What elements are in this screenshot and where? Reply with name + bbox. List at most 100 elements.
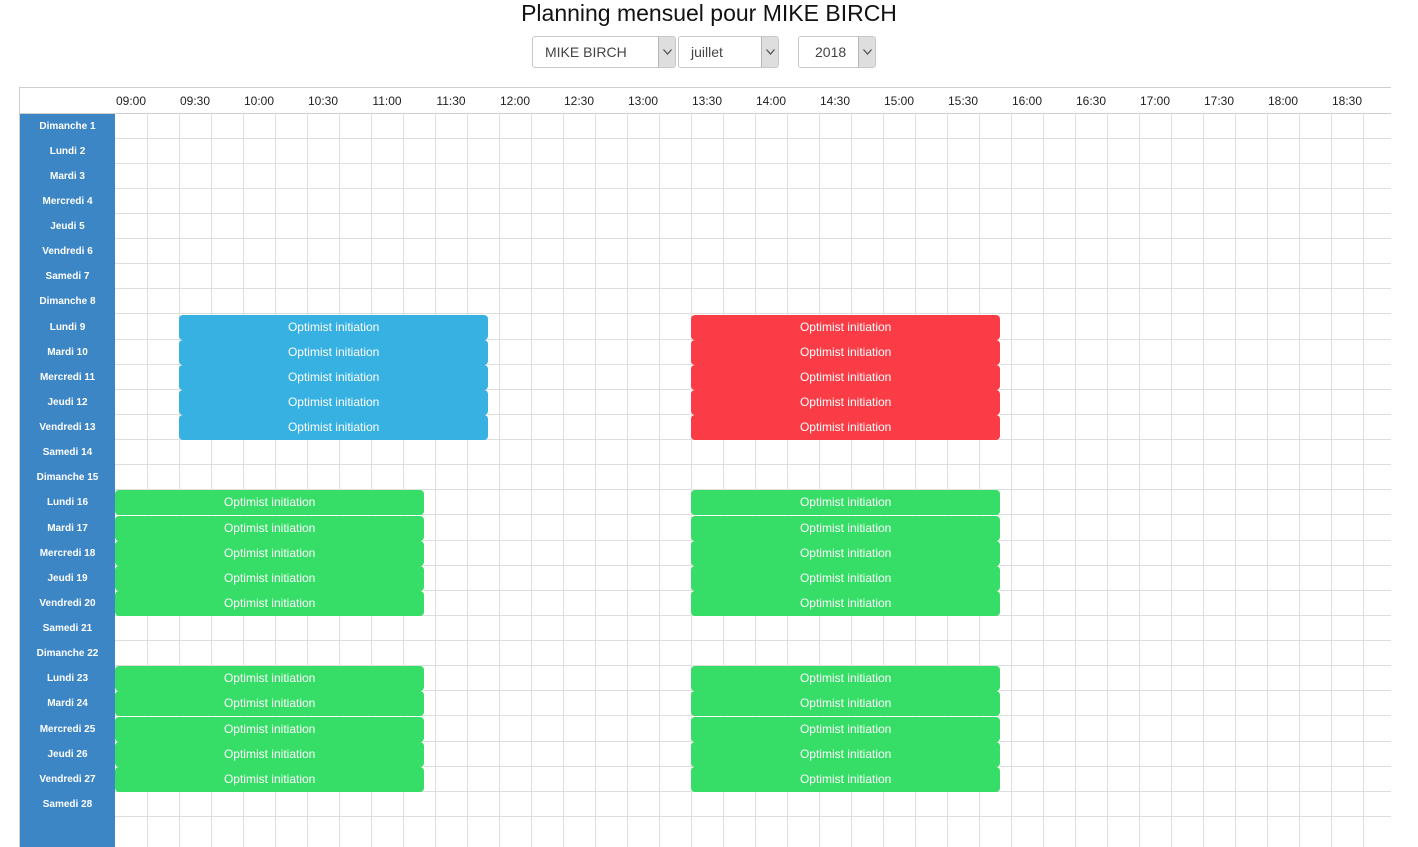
time-label: 11:00 <box>372 94 402 108</box>
event-block[interactable]: Optimist initiation <box>115 541 425 566</box>
time-label: 10:00 <box>243 94 275 108</box>
event-block[interactable]: Optimist initiation <box>179 390 489 415</box>
event-block[interactable]: Optimist initiation <box>115 490 425 515</box>
day-label: Mercredi 4 <box>42 196 93 207</box>
grid-line <box>1075 114 1076 847</box>
grid-line <box>691 114 692 847</box>
chevron-down-icon <box>858 37 875 67</box>
event-block[interactable]: Optimist initiation <box>691 490 1001 515</box>
time-label: 18:00 <box>1267 94 1299 108</box>
event-block[interactable]: Optimist initiation <box>691 415 1001 440</box>
event-block[interactable]: Optimist initiation <box>691 516 1001 541</box>
month-select[interactable]: juillet <box>678 36 779 68</box>
day-label: Mardi 10 <box>47 347 88 358</box>
event-block[interactable]: Optimist initiation <box>691 691 1001 716</box>
grid-line <box>1171 114 1172 847</box>
grid-line <box>115 238 1391 239</box>
grid-line <box>1331 114 1332 847</box>
day-label: Dimanche 1 <box>39 121 96 132</box>
grid-line <box>307 114 308 847</box>
grid-line <box>115 263 1391 264</box>
day-label: Jeudi 26 <box>47 749 88 760</box>
event-block[interactable]: Optimist initiation <box>115 666 425 691</box>
grid-line <box>115 288 1391 289</box>
event-block[interactable]: Optimist initiation <box>691 315 1001 340</box>
event-block[interactable]: Optimist initiation <box>691 390 1001 415</box>
grid-line <box>947 114 948 847</box>
instructor-select-value: MIKE BIRCH <box>545 44 627 60</box>
grid-line <box>883 114 884 847</box>
grid-line <box>115 665 1391 666</box>
time-label: 12:30 <box>563 94 595 108</box>
event-block[interactable]: Optimist initiation <box>115 767 425 792</box>
grid-line <box>627 114 628 847</box>
event-block[interactable]: Optimist initiation <box>115 717 425 742</box>
event-block[interactable]: Optimist initiation <box>115 691 425 716</box>
time-label: 18:30 <box>1331 94 1363 108</box>
grid-line <box>1139 114 1140 847</box>
day-label: Mardi 3 <box>49 171 85 182</box>
time-header-row: 09:00 09:30 10:00 10:30 11:00 11:30 12:00 12:30… <box>20 88 1391 114</box>
event-block[interactable]: Optimist initiation <box>691 717 1001 742</box>
page-title: Planning mensuel pour MIKE BIRCH <box>521 0 897 26</box>
day-label: Dimanche 22 <box>36 648 99 659</box>
grid-line <box>179 114 180 847</box>
grid-line <box>115 489 1391 490</box>
event-block[interactable]: Optimist initiation <box>691 666 1001 691</box>
grid-line <box>115 816 1391 817</box>
event-block[interactable]: Optimist initiation <box>115 742 425 767</box>
event-block[interactable]: Optimist initiation <box>691 365 1001 390</box>
day-label: Samedi 14 <box>42 447 93 458</box>
grid-line <box>115 464 1391 465</box>
event-block[interactable]: Optimist initiation <box>115 591 425 616</box>
grid-line <box>595 114 596 847</box>
day-label: Jeudi 5 <box>50 221 85 232</box>
event-block[interactable]: Optimist initiation <box>691 541 1001 566</box>
chevron-down-icon <box>658 37 675 67</box>
grid-line <box>115 163 1391 164</box>
grid-line <box>147 114 148 847</box>
grid-line <box>979 114 980 847</box>
grid-line <box>115 313 1391 314</box>
event-block[interactable]: Optimist initiation <box>115 566 425 591</box>
grid-line <box>563 114 564 847</box>
event-block[interactable]: Optimist initiation <box>179 365 489 390</box>
day-label: Lundi 23 <box>46 673 89 684</box>
time-label: 11:30 <box>436 94 466 108</box>
event-block[interactable]: Optimist initiation <box>691 742 1001 767</box>
day-label: Vendredi 27 <box>39 774 96 785</box>
event-block[interactable]: Optimist initiation <box>691 591 1001 616</box>
day-label: Samedi 28 <box>42 799 93 810</box>
event-block[interactable]: Optimist initiation <box>179 415 489 440</box>
grid-line <box>275 114 276 847</box>
time-label: 14:00 <box>755 94 787 108</box>
instructor-select[interactable]: MIKE BIRCH <box>532 36 676 68</box>
event-block[interactable]: Optimist initiation <box>691 340 1001 365</box>
grid-line <box>787 114 788 847</box>
grid-line <box>115 640 1391 641</box>
day-label: Mercredi 11 <box>39 372 96 383</box>
year-select-value: 2018 <box>815 44 847 60</box>
event-block[interactable]: Optimist initiation <box>691 767 1001 792</box>
grid-line <box>1299 114 1300 847</box>
grid-line <box>659 114 660 847</box>
grid-line <box>1267 114 1268 847</box>
grid-line <box>115 138 1391 139</box>
event-block[interactable]: Optimist initiation <box>179 340 489 365</box>
year-select[interactable]: 2018 <box>798 36 876 68</box>
grid-line <box>1203 114 1204 847</box>
time-label: 16:30 <box>1075 94 1107 108</box>
grid-line <box>1363 114 1364 847</box>
time-label: 12:00 <box>499 94 531 108</box>
grid-line <box>723 114 724 847</box>
grid-line <box>1011 114 1012 847</box>
event-block[interactable]: Optimist initiation <box>179 315 489 340</box>
time-label: 13:30 <box>691 94 723 108</box>
time-label: 17:00 <box>1139 94 1171 108</box>
event-block[interactable]: Optimist initiation <box>115 516 425 541</box>
month-schedule-grid: 09:00 09:30 10:00 10:30 11:00 11:30 12:00 12:30… <box>19 87 1391 847</box>
day-label: Jeudi 19 <box>47 573 88 584</box>
grid-line <box>115 213 1391 214</box>
event-block[interactable]: Optimist initiation <box>691 566 1001 591</box>
grid-line <box>499 114 500 847</box>
